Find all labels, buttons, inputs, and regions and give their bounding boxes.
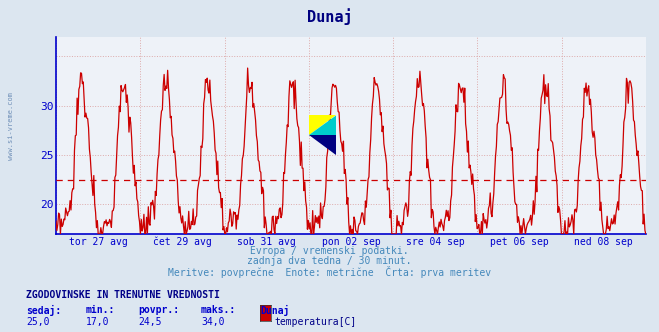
Text: www.si-vreme.com: www.si-vreme.com bbox=[8, 92, 14, 160]
Polygon shape bbox=[309, 115, 337, 135]
Text: Evropa / vremenski podatki.: Evropa / vremenski podatki. bbox=[250, 246, 409, 256]
Text: 17,0: 17,0 bbox=[86, 317, 109, 327]
Polygon shape bbox=[309, 135, 337, 155]
Text: 34,0: 34,0 bbox=[201, 317, 225, 327]
Text: 24,5: 24,5 bbox=[138, 317, 162, 327]
Polygon shape bbox=[309, 115, 337, 135]
Text: zadnja dva tedna / 30 minut.: zadnja dva tedna / 30 minut. bbox=[247, 256, 412, 266]
Text: Meritve: povprečne  Enote: metrične  Črta: prva meritev: Meritve: povprečne Enote: metrične Črta:… bbox=[168, 266, 491, 278]
Text: Dunaj: Dunaj bbox=[260, 305, 290, 316]
Text: povpr.:: povpr.: bbox=[138, 305, 179, 315]
Text: Dunaj: Dunaj bbox=[306, 8, 353, 25]
Text: sedaj:: sedaj: bbox=[26, 305, 61, 316]
Text: 25,0: 25,0 bbox=[26, 317, 50, 327]
Text: temperatura[C]: temperatura[C] bbox=[275, 317, 357, 327]
Text: maks.:: maks.: bbox=[201, 305, 236, 315]
Text: ZGODOVINSKE IN TRENUTNE VREDNOSTI: ZGODOVINSKE IN TRENUTNE VREDNOSTI bbox=[26, 290, 220, 300]
Text: min.:: min.: bbox=[86, 305, 115, 315]
